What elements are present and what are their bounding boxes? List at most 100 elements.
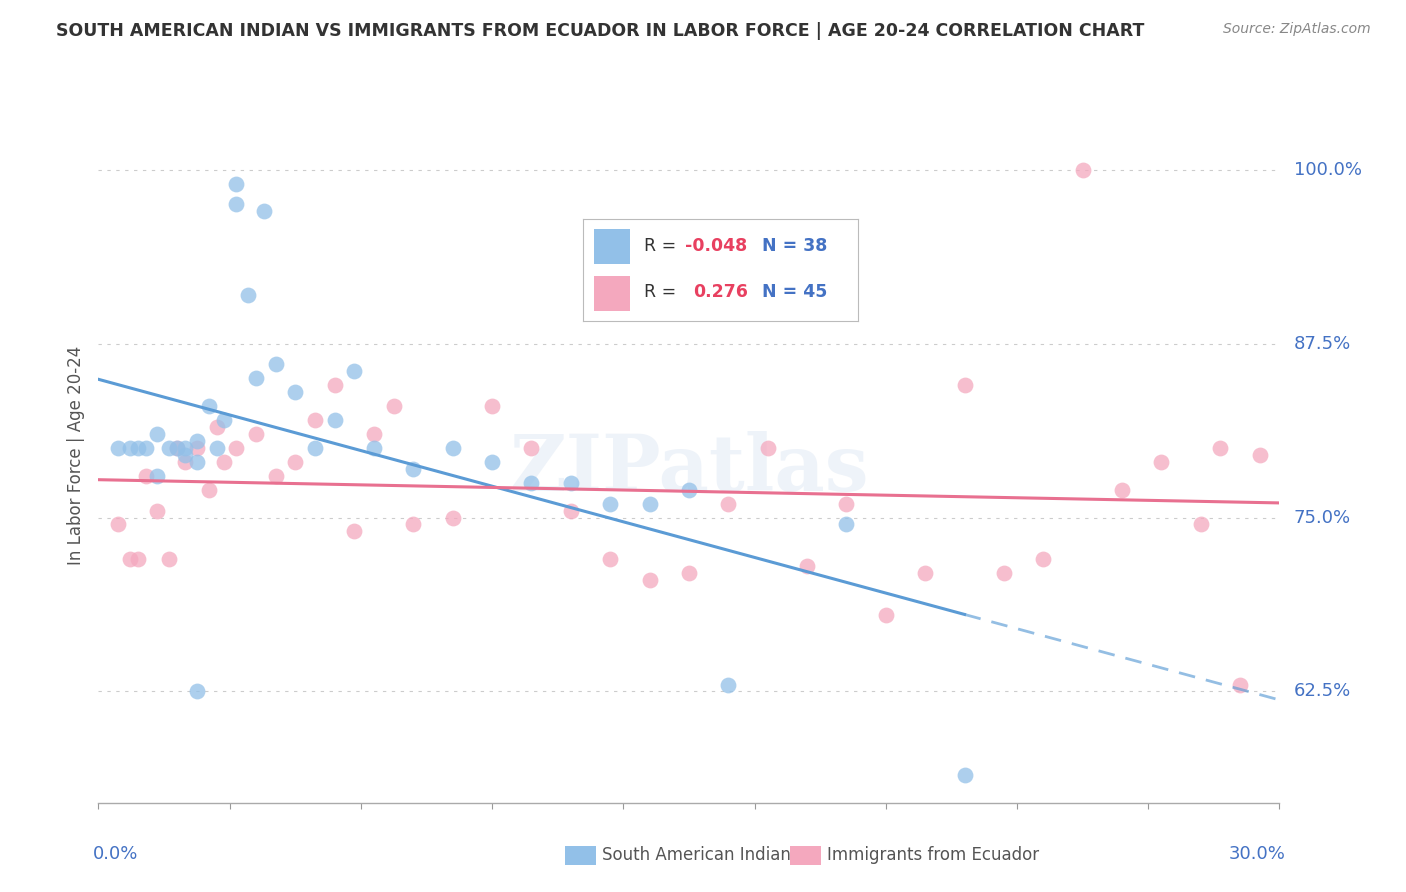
Point	[264, 358, 287, 372]
Text: 87.5%: 87.5%	[1294, 334, 1351, 352]
Point	[127, 441, 149, 455]
Point	[343, 524, 366, 539]
Point	[343, 364, 366, 378]
Point	[402, 462, 425, 476]
Point	[796, 559, 818, 574]
Point	[1032, 552, 1054, 566]
Point	[166, 441, 188, 455]
Point	[225, 197, 247, 211]
Point	[1249, 448, 1271, 462]
Point	[146, 427, 169, 442]
Point	[382, 399, 405, 413]
Point	[186, 684, 208, 698]
Point	[717, 677, 740, 691]
Point	[284, 455, 307, 469]
Point	[993, 566, 1015, 581]
Point	[835, 497, 858, 511]
Point	[284, 385, 307, 400]
Text: SOUTH AMERICAN INDIAN VS IMMIGRANTS FROM ECUADOR IN LABOR FORCE | AGE 20-24 CORR: SOUTH AMERICAN INDIAN VS IMMIGRANTS FROM…	[56, 22, 1144, 40]
Point	[1209, 441, 1232, 455]
Point	[560, 475, 582, 490]
Point	[875, 607, 897, 622]
Point	[225, 441, 247, 455]
Point	[236, 288, 259, 302]
Point	[638, 573, 661, 587]
Point	[174, 441, 197, 455]
Y-axis label: In Labor Force | Age 20-24: In Labor Force | Age 20-24	[66, 345, 84, 565]
Text: 75.0%: 75.0%	[1294, 508, 1351, 526]
Point	[835, 517, 858, 532]
Point	[107, 441, 129, 455]
Point	[953, 378, 976, 392]
Point	[127, 552, 149, 566]
Text: 0.276: 0.276	[693, 283, 748, 301]
Point	[146, 468, 169, 483]
Point	[441, 441, 464, 455]
Point	[205, 420, 228, 434]
Point	[599, 497, 621, 511]
Text: ZIPatlas: ZIPatlas	[509, 431, 869, 507]
Point	[135, 468, 157, 483]
Point	[481, 399, 503, 413]
Point	[118, 441, 141, 455]
Text: -0.048: -0.048	[685, 236, 747, 255]
Text: South American Indians: South American Indians	[602, 847, 800, 864]
Point	[756, 441, 779, 455]
Point	[135, 441, 157, 455]
Point	[304, 413, 326, 427]
Point	[599, 552, 621, 566]
Point	[1071, 162, 1094, 177]
Point	[146, 503, 169, 517]
FancyBboxPatch shape	[595, 276, 630, 310]
Point	[245, 427, 267, 442]
Point	[225, 177, 247, 191]
Point	[914, 566, 936, 581]
Point	[245, 371, 267, 385]
Point	[197, 399, 219, 413]
Text: 62.5%: 62.5%	[1294, 682, 1351, 700]
Point	[520, 441, 543, 455]
Point	[186, 441, 208, 455]
Text: R =: R =	[644, 283, 688, 301]
Point	[186, 455, 208, 469]
Point	[174, 448, 197, 462]
Point	[186, 434, 208, 448]
Text: 30.0%: 30.0%	[1229, 845, 1285, 863]
Text: 100.0%: 100.0%	[1294, 161, 1361, 178]
Point	[402, 517, 425, 532]
Point	[174, 455, 197, 469]
Text: Source: ZipAtlas.com: Source: ZipAtlas.com	[1223, 22, 1371, 37]
Point	[166, 441, 188, 455]
Point	[214, 413, 236, 427]
Point	[323, 413, 346, 427]
Point	[197, 483, 219, 497]
Text: N = 38: N = 38	[762, 236, 827, 255]
Text: R =: R =	[644, 236, 682, 255]
Point	[1229, 677, 1251, 691]
Point	[157, 441, 180, 455]
Point	[253, 204, 276, 219]
Point	[638, 497, 661, 511]
Point	[717, 497, 740, 511]
Point	[520, 475, 543, 490]
Point	[157, 552, 180, 566]
Point	[304, 441, 326, 455]
Point	[363, 427, 385, 442]
Point	[323, 378, 346, 392]
Point	[953, 768, 976, 782]
Point	[1189, 517, 1212, 532]
Point	[441, 510, 464, 524]
Point	[481, 455, 503, 469]
Point	[1150, 455, 1173, 469]
Point	[560, 503, 582, 517]
Text: N = 45: N = 45	[762, 283, 827, 301]
Text: Immigrants from Ecuador: Immigrants from Ecuador	[827, 847, 1039, 864]
Point	[107, 517, 129, 532]
Point	[214, 455, 236, 469]
Text: 0.0%: 0.0%	[93, 845, 138, 863]
FancyBboxPatch shape	[595, 229, 630, 264]
Point	[678, 566, 700, 581]
Point	[118, 552, 141, 566]
Point	[205, 441, 228, 455]
Point	[1111, 483, 1133, 497]
